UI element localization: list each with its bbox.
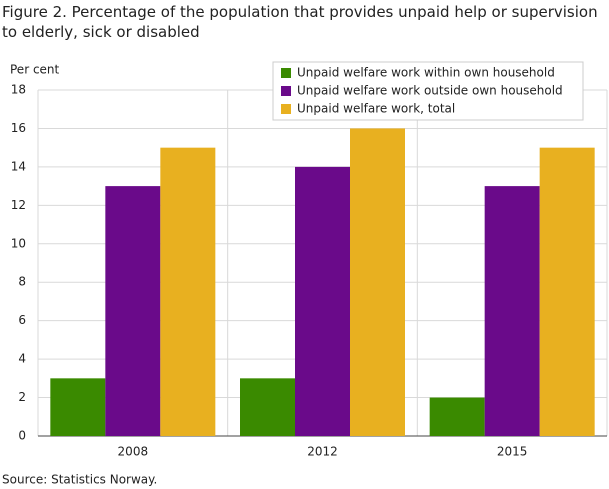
y-tick-label: 2 <box>18 390 26 404</box>
x-tick-label: 2015 <box>497 445 528 459</box>
bar <box>350 128 405 436</box>
y-tick-label: 0 <box>18 429 26 443</box>
legend-label: Unpaid welfare work, total <box>297 102 455 116</box>
y-tick-label: 6 <box>18 313 26 327</box>
legend-label: Unpaid welfare work within own household <box>297 66 555 80</box>
bar <box>295 166 350 436</box>
legend-box <box>272 61 584 121</box>
y-tick-label: 10 <box>11 236 26 250</box>
y-axis-label: Per cent <box>10 63 60 77</box>
legend-label: Unpaid welfare work outside own househol… <box>297 84 563 98</box>
bar <box>539 147 595 436</box>
legend-swatch <box>281 68 291 78</box>
bar <box>484 186 540 436</box>
source-note: Source: Statistics Norway. <box>2 473 157 487</box>
bar <box>105 186 161 436</box>
x-tick-label: 2008 <box>118 445 149 459</box>
y-tick-label: 4 <box>18 352 26 366</box>
bar <box>429 397 485 436</box>
y-tick-label: 12 <box>11 198 26 212</box>
y-tick-label: 16 <box>11 121 26 135</box>
bar <box>50 378 106 436</box>
chart-title: Figure 2. Percentage of the population t… <box>2 3 598 41</box>
y-tick-label: 14 <box>11 159 26 173</box>
bar <box>160 147 216 436</box>
bar <box>240 378 295 436</box>
y-tick-label: 8 <box>18 275 26 289</box>
legend-swatch <box>281 86 291 96</box>
x-tick-label: 2012 <box>307 445 338 459</box>
y-tick-label: 18 <box>11 83 26 97</box>
legend-swatch <box>281 104 291 114</box>
